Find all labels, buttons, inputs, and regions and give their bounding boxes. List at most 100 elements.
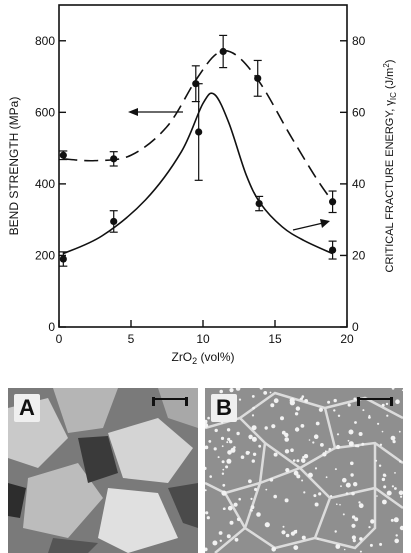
fracture-energy-point <box>109 151 118 167</box>
precipitate-dot <box>348 429 354 435</box>
precipitate-dot <box>205 466 207 470</box>
precipitate-dot <box>292 459 296 462</box>
precipitate-dot <box>289 397 295 403</box>
precipitate-dot <box>229 440 233 444</box>
precipitate-dot <box>393 517 399 523</box>
precipitate-dot <box>205 511 209 515</box>
precipitate-dot <box>392 440 396 444</box>
y-tick-label-left: 200 <box>35 248 55 262</box>
precipitate-dot <box>313 494 317 498</box>
y-tick-label-left: 0 <box>48 320 55 334</box>
scale-bar <box>357 397 393 407</box>
precipitate-dot <box>213 447 217 451</box>
bend-strength-point <box>328 240 337 260</box>
precipitate-dot <box>335 544 341 549</box>
precipitate-dot <box>351 515 356 519</box>
precipitate-dot <box>273 452 278 457</box>
precipitate-dot <box>358 503 364 509</box>
precipitate-dot <box>225 465 229 469</box>
precipitate-dot <box>399 525 403 531</box>
data-points <box>59 34 337 267</box>
precipitate-dot <box>401 389 403 392</box>
precipitate-dot <box>222 468 225 471</box>
precipitate-dot <box>206 516 210 520</box>
precipitate-dot <box>250 505 255 510</box>
data-marker <box>192 80 200 88</box>
precipitate-dot <box>399 460 402 463</box>
precipitate-dot <box>390 518 394 522</box>
precipitate-dot <box>301 535 306 540</box>
precipitate-dot <box>295 529 298 532</box>
fracture-energy-point <box>253 59 262 97</box>
precipitate-dot <box>381 477 386 482</box>
precipitate-dot <box>284 437 289 442</box>
precipitate-dot <box>353 482 358 487</box>
precipitate-dot <box>230 447 236 453</box>
precipitate-dot <box>254 487 258 492</box>
precipitate-dot <box>299 398 302 400</box>
precipitate-dot <box>221 421 224 424</box>
precipitate-dot <box>290 531 295 536</box>
scale-bar <box>152 397 188 407</box>
precipitate-dot <box>227 437 231 441</box>
precipitate-dot <box>345 482 351 488</box>
y-tick-label-right: 60 <box>352 105 366 119</box>
micrograph-a-texture <box>8 388 198 553</box>
precipitate-dot <box>248 479 252 484</box>
precipitate-dot <box>379 542 383 546</box>
precipitate-dot <box>351 535 356 540</box>
data-marker <box>195 128 203 136</box>
right-axis-arrow <box>292 219 330 231</box>
precipitate-dot <box>281 430 286 435</box>
precipitate-dot <box>229 388 234 393</box>
precipitate-dot <box>269 478 274 482</box>
precipitate-dot <box>317 538 319 540</box>
precipitate-dot <box>223 507 226 510</box>
precipitate-dot <box>285 533 290 538</box>
precipitate-dot <box>248 436 252 440</box>
precipitate-dot <box>264 426 268 430</box>
precipitate-dot <box>205 445 209 450</box>
precipitate-dot <box>258 444 262 448</box>
precipitate-dot <box>379 443 383 446</box>
precipitate-dot <box>285 468 290 473</box>
precipitate-dot <box>384 474 387 477</box>
precipitate-dot <box>385 402 389 406</box>
precipitate-dot <box>398 430 401 433</box>
precipitate-dot <box>221 472 225 475</box>
plot-frame <box>58 4 348 328</box>
x-tick-label: 5 <box>128 332 135 346</box>
precipitate-dot <box>395 399 400 404</box>
y-tick-label-left: 600 <box>35 105 55 119</box>
precipitate-dot <box>362 409 365 412</box>
precipitate-dot <box>308 439 311 441</box>
precipitate-dot <box>221 445 224 448</box>
y-tick-label-left: 800 <box>35 34 55 48</box>
precipitate-dot <box>282 525 285 528</box>
precipitate-dot <box>312 441 315 444</box>
precipitate-dot <box>352 539 356 543</box>
precipitate-dot <box>342 513 345 516</box>
precipitate-dot <box>227 450 232 455</box>
precipitate-dot <box>381 403 385 407</box>
precipitate-dot <box>304 399 308 403</box>
data-marker <box>219 47 227 56</box>
x-tick-label: 0 <box>56 332 63 346</box>
data-marker <box>329 246 337 254</box>
precipitate-dot <box>205 547 208 552</box>
precipitate-dot <box>248 451 251 454</box>
precipitate-dot <box>252 406 255 410</box>
micrograph-a: A <box>8 388 198 553</box>
precipitate-dot <box>383 485 387 489</box>
precipitate-dot <box>293 470 299 476</box>
x-tick-label: 15 <box>268 332 282 346</box>
data-marker <box>255 199 263 208</box>
precipitate-dot <box>376 495 378 497</box>
precipitate-dot <box>303 454 309 459</box>
precipitate-dot <box>325 476 328 479</box>
precipitate-dot <box>221 490 227 496</box>
precipitate-dot <box>307 472 313 478</box>
precipitate-dot <box>238 497 241 501</box>
precipitate-dot <box>251 436 257 442</box>
